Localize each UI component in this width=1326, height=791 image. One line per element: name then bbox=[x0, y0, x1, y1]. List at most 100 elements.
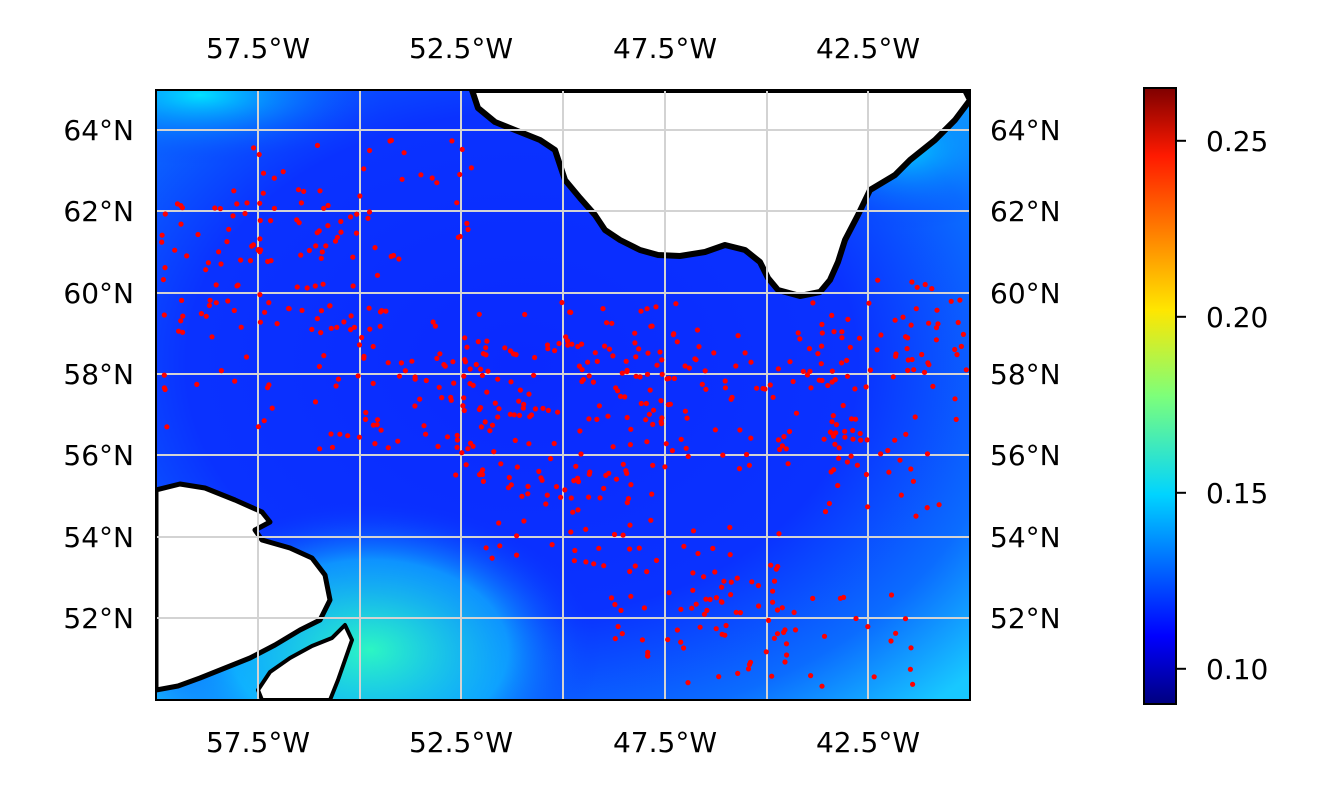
observation-point bbox=[774, 631, 781, 637]
observation-point bbox=[575, 475, 581, 481]
observation-point bbox=[601, 563, 607, 569]
observation-point bbox=[666, 590, 672, 596]
observation-point bbox=[632, 563, 638, 569]
observation-point bbox=[808, 673, 814, 679]
observation-point bbox=[586, 373, 592, 379]
observation-point bbox=[203, 267, 209, 273]
observation-point bbox=[558, 494, 564, 500]
observation-point bbox=[271, 175, 277, 181]
observation-point bbox=[536, 468, 542, 474]
observation-point bbox=[935, 321, 941, 327]
observation-point bbox=[434, 180, 440, 186]
observation-point bbox=[345, 433, 351, 439]
observation-point bbox=[781, 434, 787, 440]
observation-point bbox=[567, 309, 573, 315]
observation-point bbox=[543, 501, 549, 507]
observation-point bbox=[314, 316, 320, 322]
observation-point bbox=[338, 229, 344, 235]
observation-point bbox=[647, 387, 653, 393]
observation-point bbox=[597, 495, 603, 501]
observation-point bbox=[683, 445, 689, 451]
observation-point bbox=[260, 190, 266, 196]
observation-point bbox=[854, 462, 861, 468]
observation-point bbox=[437, 351, 443, 357]
observation-point bbox=[269, 405, 275, 411]
observation-point bbox=[207, 297, 213, 303]
observation-point bbox=[442, 363, 448, 369]
observation-point bbox=[514, 552, 520, 558]
observation-point bbox=[897, 457, 903, 463]
observation-point bbox=[836, 455, 842, 461]
observation-point bbox=[663, 441, 669, 447]
map-frame bbox=[155, 89, 971, 701]
observation-point bbox=[808, 385, 814, 391]
observation-point bbox=[841, 594, 847, 601]
observation-point bbox=[871, 674, 877, 680]
observation-point bbox=[908, 645, 914, 651]
observation-point bbox=[401, 150, 407, 156]
observation-point bbox=[317, 446, 323, 452]
observation-point bbox=[615, 623, 621, 630]
observation-point bbox=[723, 622, 729, 629]
observation-point bbox=[844, 373, 851, 379]
observation-point bbox=[587, 469, 593, 475]
observation-point bbox=[174, 201, 181, 207]
observation-point bbox=[728, 396, 734, 402]
observation-point bbox=[399, 176, 405, 182]
observation-point bbox=[893, 351, 899, 357]
observation-point bbox=[479, 372, 485, 378]
observation-point bbox=[733, 609, 739, 615]
observation-point bbox=[505, 485, 512, 491]
observation-point bbox=[318, 255, 324, 261]
observation-point bbox=[627, 522, 633, 528]
map-area bbox=[156, 90, 970, 700]
observation-point bbox=[695, 550, 701, 557]
observation-point bbox=[430, 319, 436, 325]
observation-point bbox=[829, 379, 835, 385]
observation-point bbox=[831, 329, 837, 335]
lat-label-right: 54°N bbox=[990, 521, 1061, 554]
observation-point bbox=[749, 579, 755, 585]
observation-point bbox=[347, 214, 354, 220]
lat-label-left: 54°N bbox=[63, 521, 134, 554]
observation-point bbox=[909, 279, 915, 285]
observation-point bbox=[828, 469, 834, 475]
observation-point bbox=[569, 341, 575, 347]
observation-point bbox=[213, 282, 219, 288]
observation-point bbox=[459, 450, 465, 456]
observation-point bbox=[461, 373, 467, 379]
observation-point bbox=[819, 321, 825, 327]
observation-point bbox=[375, 417, 381, 423]
observation-point bbox=[905, 335, 911, 341]
observation-point bbox=[480, 478, 486, 484]
observation-point bbox=[885, 447, 891, 454]
observation-point bbox=[432, 323, 438, 329]
observation-point bbox=[622, 394, 628, 400]
observation-point bbox=[242, 210, 248, 217]
observation-point bbox=[457, 233, 463, 240]
observation-point bbox=[459, 146, 465, 152]
observation-point bbox=[238, 257, 244, 263]
observation-point bbox=[770, 394, 776, 400]
observation-point bbox=[844, 357, 850, 363]
observation-point bbox=[213, 300, 219, 306]
observation-point bbox=[909, 356, 915, 363]
observation-point bbox=[579, 341, 585, 347]
observation-point bbox=[707, 596, 713, 603]
observation-point bbox=[594, 416, 600, 422]
observation-point bbox=[329, 444, 336, 450]
observation-point bbox=[268, 258, 274, 264]
observation-point bbox=[385, 445, 391, 451]
observation-point bbox=[555, 409, 561, 415]
observation-point bbox=[878, 451, 884, 457]
observation-point bbox=[610, 444, 616, 450]
observation-point bbox=[565, 342, 571, 348]
observation-point bbox=[323, 243, 329, 249]
observation-point bbox=[645, 350, 651, 356]
observation-point bbox=[511, 412, 517, 418]
lat-label-left: 52°N bbox=[63, 602, 134, 635]
observation-point bbox=[255, 424, 261, 430]
observation-point bbox=[412, 376, 418, 382]
observation-point bbox=[480, 351, 486, 357]
